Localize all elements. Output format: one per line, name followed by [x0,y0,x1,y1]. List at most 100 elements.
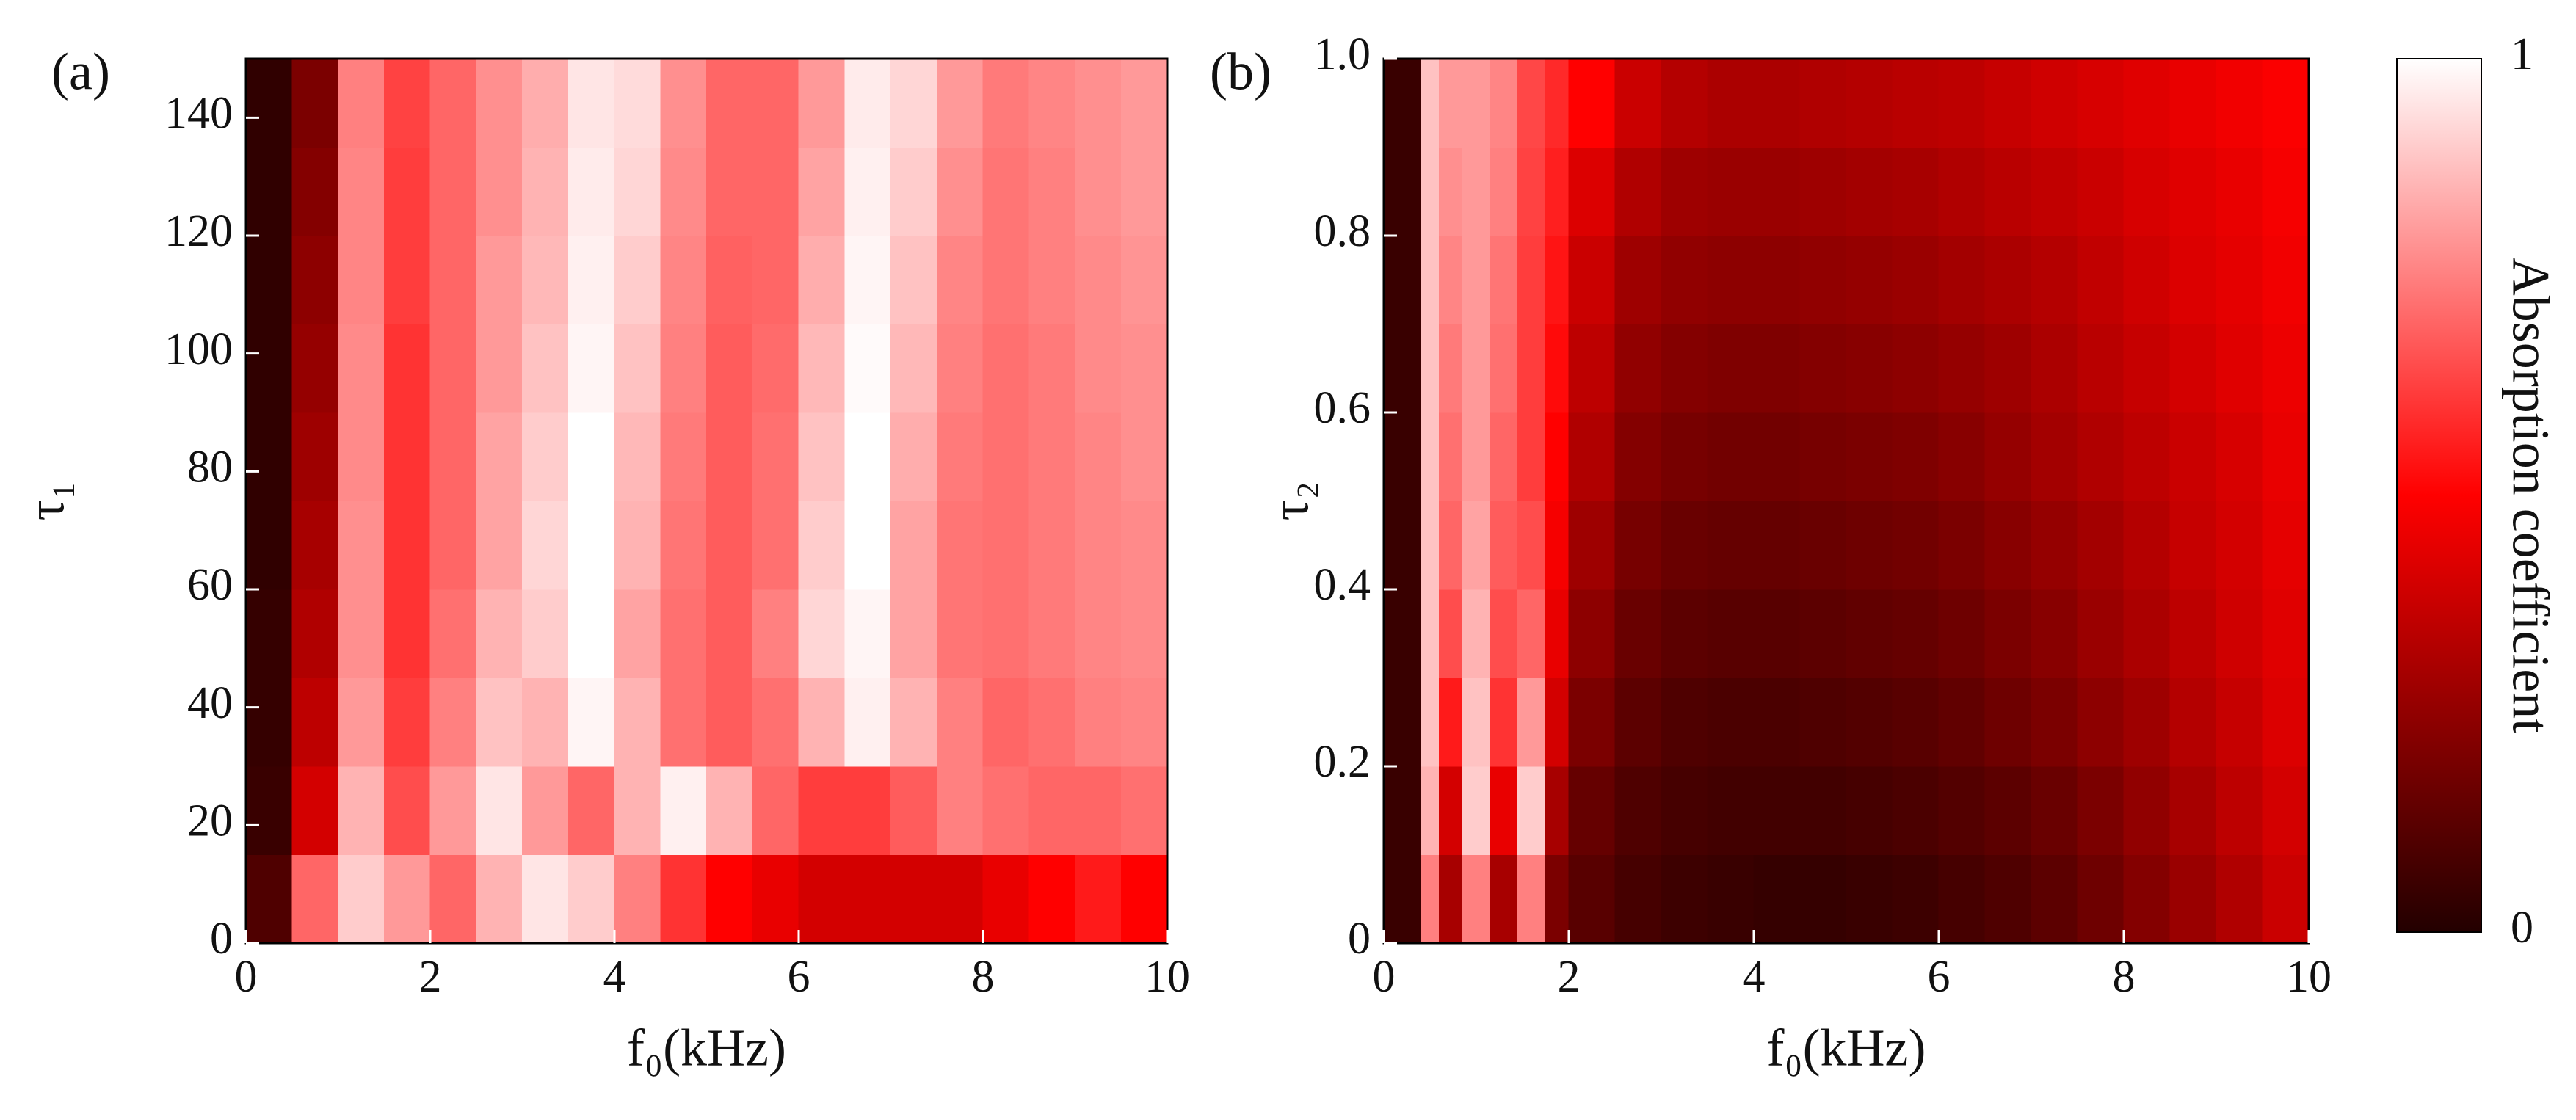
heatmap-cell [752,766,799,855]
plot-frame [1382,57,2310,945]
heatmap-cell [1028,766,1075,855]
heatmap-cell [614,147,661,236]
heatmap-cell [383,589,431,678]
heatmap-cell [338,58,385,148]
heatmap-cell [1075,501,1122,590]
heatmap-cell [1707,854,1755,944]
heatmap-cell [1614,147,1662,236]
heatmap-cell [890,58,937,148]
heatmap-cell [1439,501,1463,590]
heatmap-cell [798,147,846,236]
heatmap-cell [1462,412,1491,501]
heatmap-cell [1661,501,1708,590]
heatmap-cell [982,501,1030,590]
heatmap-cell [1753,766,1801,855]
heatmap-cell [1517,324,1546,413]
heatmap-cell [2077,58,2125,148]
heatmap-cell [1707,235,1755,324]
heatmap-cell [660,501,707,590]
heatmap-cell [522,235,569,324]
heatmap-cell [936,324,984,413]
y-tick-label: 0.2 [1314,737,1371,787]
heatmap-cell [2169,147,2217,236]
heatmap-cell [1568,589,1616,678]
heatmap-cell [1028,854,1075,944]
heatmap-cell [2031,324,2078,413]
heatmap-cell [1753,235,1801,324]
heatmap-cell [2123,677,2171,767]
heatmap-cell [1517,766,1546,855]
heatmap-cell [798,58,846,148]
heatmap-cell [1707,58,1755,148]
heatmap-cell [338,854,385,944]
heatmap-cell [1984,147,2032,236]
heatmap-cell [522,589,569,678]
heatmap-cell [245,677,293,767]
heatmap-cell [1462,677,1491,767]
heatmap-cell [936,147,984,236]
heatmap-cell [1799,147,1847,236]
heatmap-cell [1846,235,1893,324]
heatmap-cell [706,412,753,501]
heatmap-cell [1439,677,1463,767]
heatmap-cell [1028,324,1075,413]
heatmap-cell [890,589,937,678]
heatmap-cell [2262,235,2310,324]
heatmap-cell [936,412,984,501]
heatmap-cell [1892,147,1940,236]
heatmap-cell [1661,58,1708,148]
heatmap-cell [1075,58,1122,148]
heatmap-cell [2216,235,2263,324]
heatmap-cell [1120,501,1168,590]
heatmap-cell [752,324,799,413]
heatmap-cell [2262,324,2310,413]
heatmap-cell [1028,58,1075,148]
heatmap-cell [1120,412,1168,501]
heatmap-cell [1984,854,2032,944]
heatmap-cell [1846,766,1893,855]
heatmap-cell [1938,677,1986,767]
heatmap-cell [844,501,891,590]
heatmap-cell [1075,235,1122,324]
heatmap-cell [1075,412,1122,501]
plot-frame [244,57,1169,945]
heatmap-cell [2077,501,2125,590]
heatmap-cell [1420,324,1440,413]
heatmap-cell [936,235,984,324]
x-tick-label: 2 [1558,952,1581,1002]
x-tick-label: 10 [2286,952,2332,1002]
heatmap-cell [844,677,891,767]
heatmap-cell [1661,324,1708,413]
heatmap-cell [383,766,431,855]
colorbar-tick-label: 1 [2511,29,2533,79]
heatmap-cell [1846,501,1893,590]
heatmap-cell [1938,412,1986,501]
heatmap-cell [1614,235,1662,324]
heatmap-cell [1938,854,1986,944]
y-tick-label: 0.8 [1314,206,1371,256]
heatmap-cell [1707,324,1755,413]
heatmap-cell [1984,324,2032,413]
y-tick-label: 60 [187,560,233,610]
y-tick-label: 0 [210,914,233,964]
heatmap-cell [2169,677,2217,767]
heatmap-cell [567,235,615,324]
heatmap-cell [614,854,661,944]
heatmap-cell [1028,501,1075,590]
heatmap-cell [1568,147,1616,236]
heatmap-cell [706,147,753,236]
heatmap-cell [982,677,1030,767]
heatmap-cell [2031,854,2078,944]
heatmap-cell [429,589,477,678]
heatmap-cell [2077,854,2125,944]
x-tick-label: 0 [235,952,258,1002]
heatmap-cell [1938,58,1986,148]
heatmap-cell [522,58,569,148]
heatmap-cell [1614,412,1662,501]
heatmap-cell [1753,677,1801,767]
heatmap-cell [1383,324,1421,413]
x-tick-label: 2 [419,952,442,1002]
heatmap-cell [1439,324,1463,413]
heatmap-cell [1545,147,1570,236]
heatmap-cell [2031,235,2078,324]
